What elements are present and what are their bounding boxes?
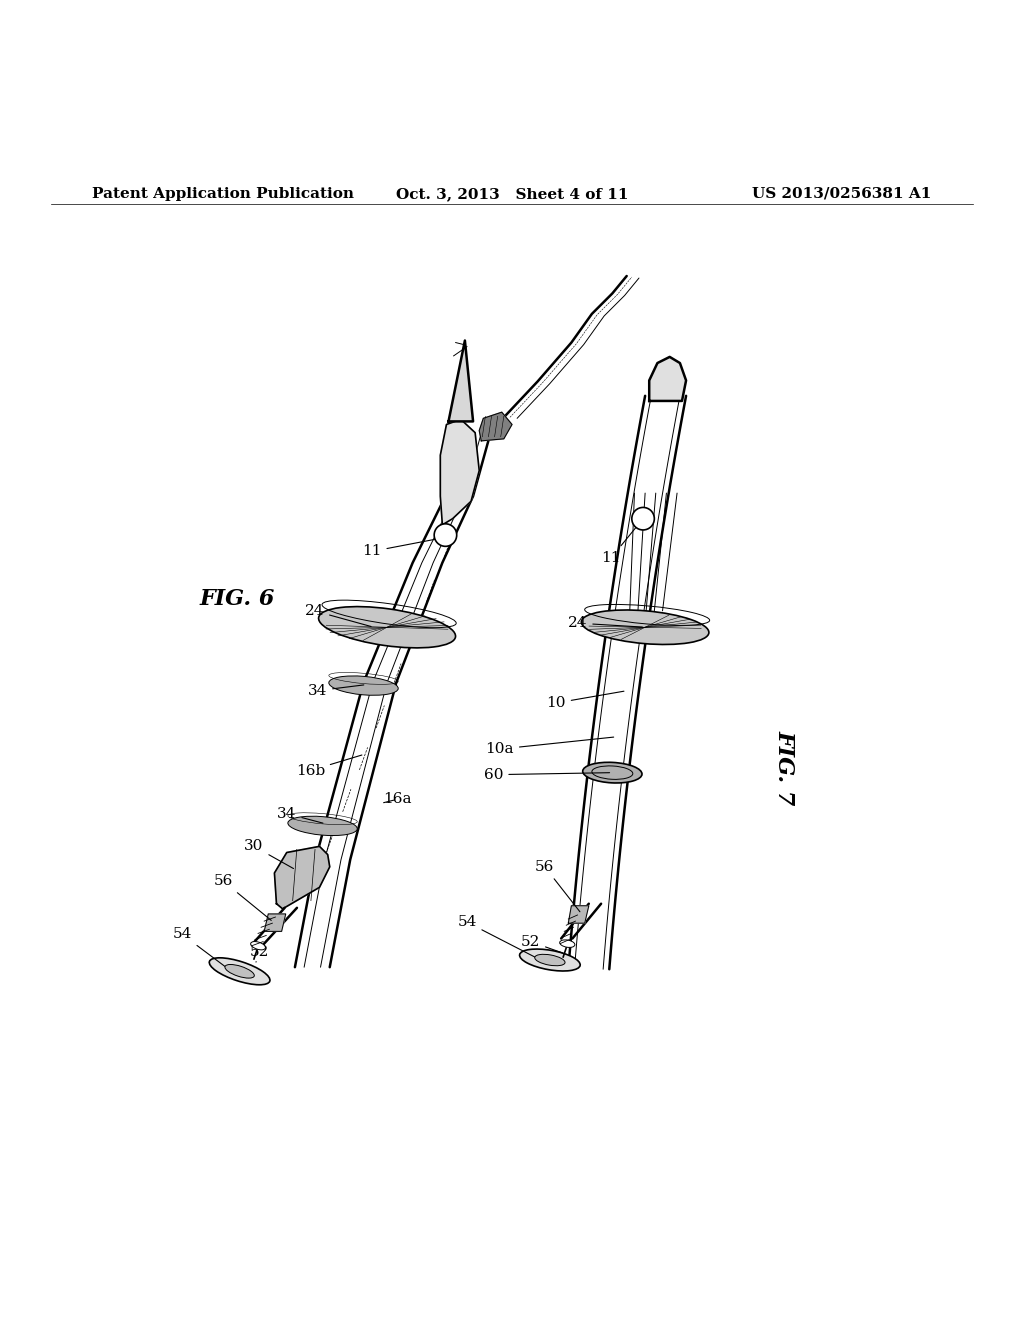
Ellipse shape [535, 954, 565, 966]
Polygon shape [649, 356, 686, 401]
Text: US 2013/0256381 A1: US 2013/0256381 A1 [753, 187, 932, 201]
Circle shape [434, 524, 457, 546]
Text: 10a: 10a [485, 737, 613, 756]
Polygon shape [568, 906, 589, 923]
Ellipse shape [560, 940, 574, 948]
Text: 56: 56 [214, 874, 271, 920]
Polygon shape [274, 846, 330, 909]
Text: 34: 34 [308, 684, 364, 698]
Text: 11: 11 [601, 521, 641, 565]
Ellipse shape [329, 676, 398, 696]
Ellipse shape [251, 941, 265, 950]
Ellipse shape [583, 762, 642, 783]
Ellipse shape [288, 816, 357, 836]
Ellipse shape [209, 958, 270, 985]
Text: 24: 24 [304, 603, 371, 627]
Ellipse shape [582, 610, 709, 644]
Text: 24: 24 [567, 616, 642, 630]
Text: 54: 54 [173, 928, 229, 970]
Text: 16b: 16b [296, 755, 361, 777]
Text: FIG. 6: FIG. 6 [200, 587, 275, 610]
Text: FIG. 7: FIG. 7 [773, 730, 795, 805]
Text: Patent Application Publication: Patent Application Publication [92, 187, 354, 201]
Text: 10: 10 [546, 692, 624, 710]
Polygon shape [264, 913, 286, 932]
Polygon shape [440, 420, 479, 525]
Text: Oct. 3, 2013   Sheet 4 of 11: Oct. 3, 2013 Sheet 4 of 11 [395, 187, 629, 201]
Circle shape [632, 507, 654, 529]
Text: 60: 60 [483, 768, 609, 781]
Ellipse shape [225, 965, 254, 978]
Text: 11: 11 [361, 537, 443, 558]
Ellipse shape [318, 607, 456, 648]
Ellipse shape [519, 949, 581, 972]
Text: 56: 56 [536, 859, 580, 912]
Polygon shape [479, 412, 512, 441]
Text: 54: 54 [458, 915, 539, 958]
Text: 52: 52 [521, 935, 562, 953]
Text: 34: 34 [278, 807, 323, 824]
Polygon shape [449, 341, 473, 421]
Text: 16a: 16a [383, 792, 412, 807]
Text: 52: 52 [250, 945, 268, 962]
Text: 30: 30 [245, 840, 294, 869]
